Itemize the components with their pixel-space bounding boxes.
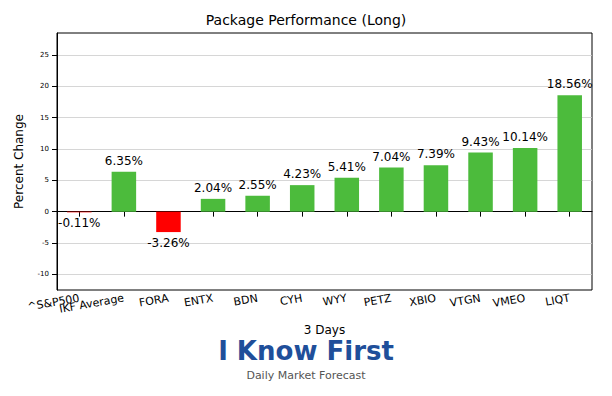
- svg-text:5: 5: [45, 176, 49, 184]
- svg-text:20: 20: [40, 82, 49, 90]
- svg-text:XBIO: XBIO: [408, 292, 437, 310]
- svg-text:10.14%: 10.14%: [502, 130, 548, 144]
- svg-text:15: 15: [40, 114, 49, 122]
- svg-text:ENTX: ENTX: [183, 292, 215, 310]
- svg-text:IKF Average: IKF Average: [58, 292, 125, 316]
- svg-text:VTGN: VTGN: [449, 292, 482, 310]
- svg-text:2.55%: 2.55%: [239, 178, 277, 192]
- svg-text:PETZ: PETZ: [363, 292, 393, 310]
- svg-text:5.41%: 5.41%: [328, 160, 366, 174]
- svg-text:FORA: FORA: [138, 292, 170, 310]
- svg-text:^S&P500: ^S&P500: [26, 291, 81, 314]
- svg-text:CYH: CYH: [279, 292, 303, 309]
- svg-text:BDN: BDN: [233, 292, 259, 309]
- svg-text:10: 10: [40, 145, 49, 153]
- svg-text:Daily Market Forecast: Daily Market Forecast: [246, 369, 366, 382]
- svg-text:-0.11%: -0.11%: [58, 216, 100, 230]
- svg-text:0: 0: [45, 208, 49, 216]
- svg-text:Package Performance (Long): Package Performance (Long): [206, 12, 406, 28]
- svg-text:9.43%: 9.43%: [461, 135, 499, 149]
- svg-text:7.04%: 7.04%: [372, 150, 410, 164]
- svg-text:25: 25: [40, 51, 49, 59]
- svg-text:I Know First: I Know First: [218, 336, 394, 366]
- svg-text:7.39%: 7.39%: [417, 147, 455, 161]
- svg-text:Percent Change: Percent Change: [12, 114, 26, 209]
- svg-text:4.23%: 4.23%: [283, 167, 321, 181]
- svg-text:6.35%: 6.35%: [105, 154, 143, 168]
- svg-text:18.56%: 18.56%: [547, 77, 593, 91]
- svg-text:WYY: WYY: [322, 292, 348, 309]
- svg-text:3 Days: 3 Days: [304, 323, 345, 337]
- svg-text:-5: -5: [42, 239, 49, 247]
- svg-text:-10: -10: [38, 270, 49, 278]
- svg-text:2.04%: 2.04%: [194, 181, 232, 195]
- svg-text:-3.26%: -3.26%: [147, 236, 189, 250]
- svg-text:LIQT: LIQT: [544, 292, 571, 309]
- svg-text:VMEO: VMEO: [492, 292, 527, 311]
